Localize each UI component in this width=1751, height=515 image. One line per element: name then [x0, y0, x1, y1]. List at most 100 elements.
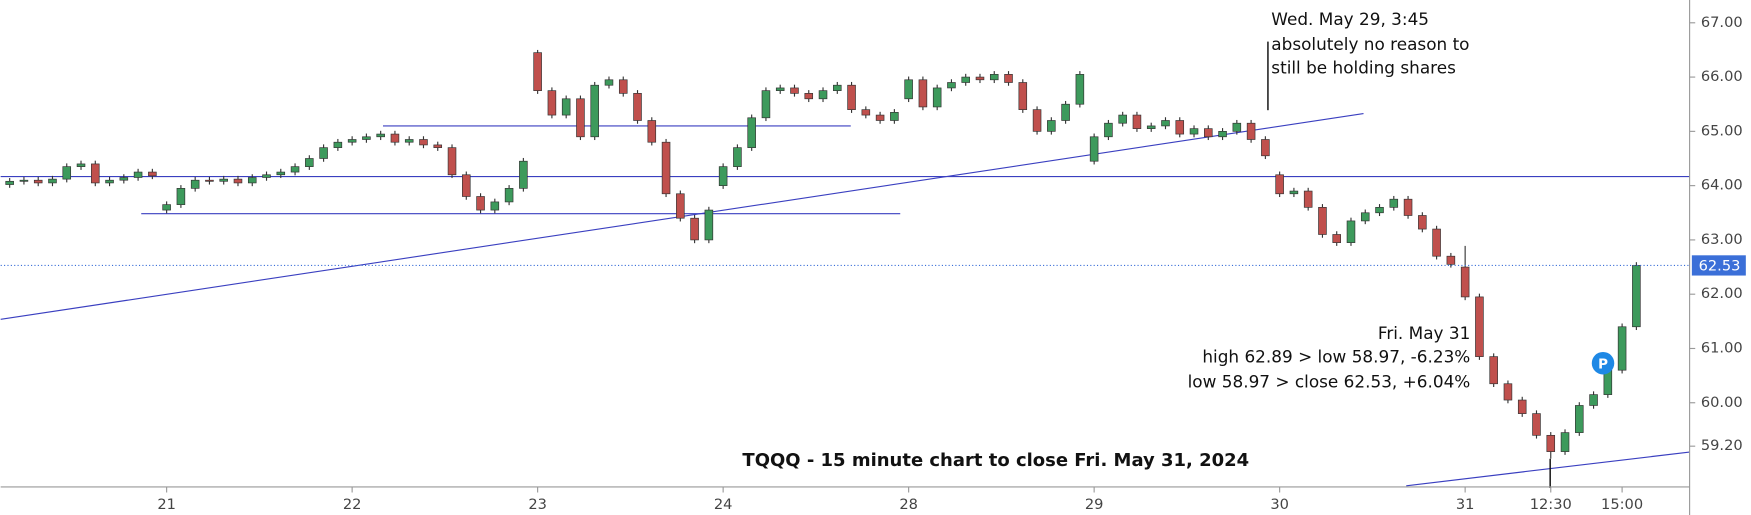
marker-label[interactable]: P [1598, 356, 1608, 372]
candle-body [547, 90, 557, 116]
candle-body [747, 117, 756, 148]
candle-body [1303, 190, 1313, 208]
candle-body [932, 87, 942, 108]
candle-body [718, 166, 728, 186]
candle-body [804, 93, 814, 100]
candle-body [989, 74, 999, 81]
x-tick-label: 15:00 [1601, 496, 1643, 513]
x-tick-label: 21 [157, 496, 176, 513]
candle-body [276, 171, 286, 176]
candle-body [219, 178, 228, 182]
candle-body [647, 120, 657, 143]
candle-body [1360, 212, 1370, 222]
y-tick-label: 62.00 [1701, 285, 1743, 302]
candle-body [861, 109, 871, 116]
candle-body [1075, 74, 1085, 105]
y-tick-label: 64.00 [1701, 177, 1743, 194]
candle-body [1460, 266, 1470, 298]
candle-body [775, 87, 785, 91]
x-tick-label: 28 [899, 496, 918, 513]
candle-body [205, 179, 214, 182]
candle-body [733, 147, 742, 167]
annotation: low 58.97 > close 62.53, +6.04% [1188, 371, 1471, 391]
candle-body [676, 193, 685, 219]
candle-body [1032, 109, 1042, 132]
candle-body [504, 188, 514, 203]
candle-body [561, 98, 571, 116]
marker-icon[interactable] [1591, 351, 1615, 375]
candle-body [362, 136, 371, 140]
y-tick-label: 67.00 [1701, 14, 1743, 31]
candle-body [490, 201, 500, 211]
candle-body [1403, 198, 1413, 216]
candle-body [462, 174, 471, 197]
candle-body [1546, 434, 1556, 452]
candle-body [305, 158, 314, 167]
candle-body [1489, 356, 1498, 385]
x-tick-label: 29 [1085, 496, 1104, 513]
candle-body [376, 133, 385, 138]
candle-body [433, 144, 443, 148]
candle-body [404, 139, 414, 143]
candle-body [1289, 190, 1299, 195]
candle-body [1503, 383, 1513, 401]
candle-body [119, 177, 129, 181]
candle-body [1018, 82, 1028, 110]
candle-body [390, 133, 400, 143]
x-tick-label: 24 [714, 496, 733, 513]
candle-body [1418, 215, 1427, 230]
annotation: still be holding shares [1271, 58, 1456, 78]
candle-body [1061, 103, 1070, 121]
candle-body [890, 112, 899, 121]
candle-body [1132, 114, 1142, 129]
candle-body [62, 166, 72, 180]
candle-body [1318, 207, 1327, 235]
candle-body [233, 178, 243, 184]
candle-body [519, 160, 528, 189]
candle-body [1047, 120, 1056, 132]
candle-body [48, 178, 57, 184]
y-tick-label: 60.00 [1701, 394, 1743, 411]
candle-body [190, 179, 200, 189]
x-tick-label: 23 [528, 496, 547, 513]
annotation: Wed. May 29, 3:45 [1271, 9, 1429, 29]
candle-body [961, 76, 970, 83]
candle-body [1446, 255, 1456, 265]
candle-body [347, 139, 357, 143]
candle-body [5, 180, 14, 185]
candle-body [262, 174, 271, 178]
candle-body [319, 147, 328, 159]
candle-body [1575, 405, 1584, 433]
candle-body [761, 90, 771, 119]
candle-body [1332, 234, 1341, 243]
candle-body [247, 177, 257, 184]
candle-body [1232, 122, 1242, 132]
candle-body [19, 179, 29, 182]
candle-body [904, 79, 913, 100]
candle-body [91, 163, 100, 184]
candle-body [1161, 120, 1170, 127]
candle-body [1275, 174, 1284, 195]
candle-body [1118, 114, 1127, 124]
candle-body [1475, 296, 1484, 357]
candle-body [847, 84, 856, 110]
candle-body [1189, 128, 1199, 135]
trend-line [1406, 451, 1690, 487]
y-tick-label: 66.00 [1701, 68, 1743, 85]
candle-body [818, 90, 828, 100]
candle-body [176, 188, 186, 205]
candle-body [790, 87, 799, 94]
candle-body [333, 141, 343, 148]
candle-body [76, 163, 86, 167]
candle-body [690, 217, 699, 241]
y-tick-label: 59.20 [1701, 437, 1743, 454]
candle-body [419, 139, 428, 146]
candle-body [590, 84, 599, 138]
candle-body [918, 79, 928, 108]
candle-body [1632, 265, 1641, 328]
marks [5, 49, 1641, 459]
last-price-label: 62.53 [1699, 258, 1741, 275]
